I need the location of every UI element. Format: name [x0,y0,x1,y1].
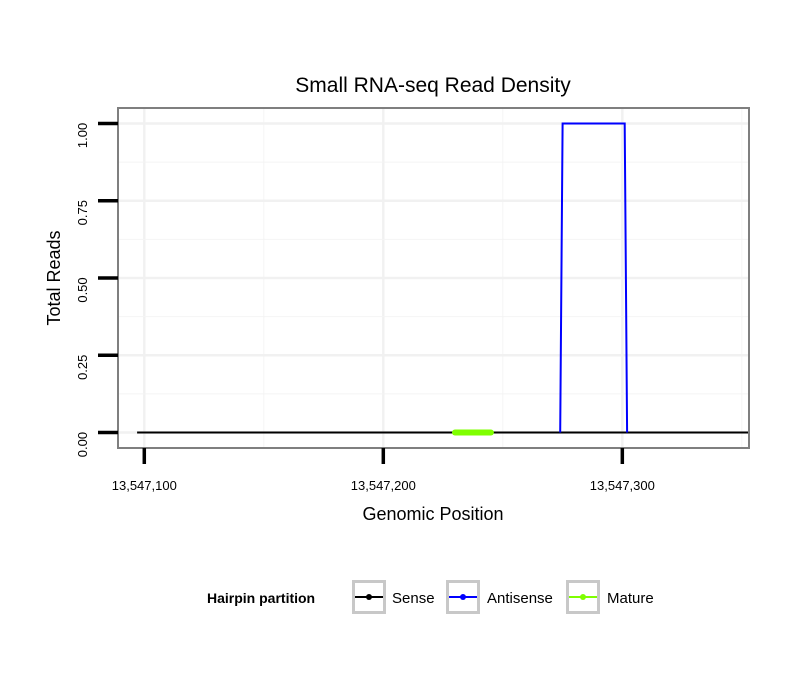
legend-key-point [366,594,372,600]
legend: Hairpin partition Sense Antisense Mature [207,580,654,614]
y-axis-label: Total Reads [44,230,64,325]
x-axis-label: Genomic Position [362,504,503,524]
legend-item-sense: Sense [352,580,435,614]
legend-items: Sense Antisense Mature [352,580,654,614]
x-tick-label: 13,547,100 [112,478,177,493]
legend-label: Mature [607,590,654,607]
y-tick-label: 0.50 [75,277,90,302]
legend-item-mature: Mature [566,580,654,614]
y-axis: 0.00 0.25 0.50 0.75 1.00 [75,121,118,457]
chart-title: Small RNA-seq Read Density [295,74,571,97]
y-tick-label: 1.00 [75,123,90,148]
legend-item-antisense: Antisense [446,580,553,614]
legend-key-point [460,594,466,600]
legend-label: Antisense [487,590,553,607]
y-tick-label: 0.75 [75,200,90,225]
y-tick-label: 0.00 [75,432,90,457]
x-tick-label: 13,547,300 [590,478,655,493]
plot-area [117,107,750,449]
legend-key-point [580,594,586,600]
series-line-antisense [559,122,629,433]
legend-title: Hairpin partition [207,590,315,606]
y-tick-label: 0.25 [75,355,90,380]
x-tick-label: 13,547,200 [351,478,416,493]
series-layer [137,122,749,436]
x-axis: 13,547,100 13,547,200 13,547,300 [112,448,655,493]
legend-label: Sense [392,590,435,607]
